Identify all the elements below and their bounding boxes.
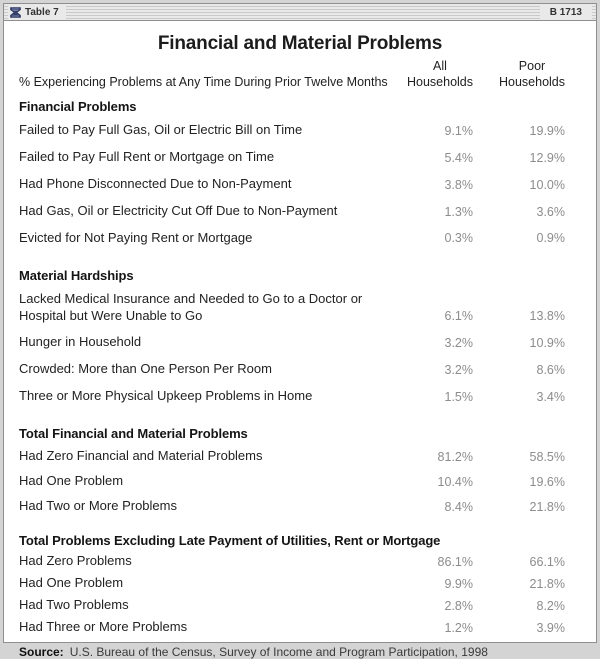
value-poor-households: 0.9% bbox=[536, 231, 566, 246]
row-label: Had Phone Disconnected Due to Non-Paymen… bbox=[19, 176, 292, 192]
row-label: Had Three or More Problems bbox=[19, 619, 188, 634]
row-label: Had Two or More Problems bbox=[19, 497, 177, 513]
row-label: Failed to Pay Full Rent or Mortgage on T… bbox=[19, 149, 275, 165]
value-all-households: 5.4% bbox=[444, 150, 474, 165]
value-all-households: 0.3% bbox=[444, 231, 474, 246]
table-row: Three or More Physical Upkeep Problems i… bbox=[19, 383, 581, 410]
value-all-households: 1.5% bbox=[444, 389, 474, 404]
titlebar-table-label: Table 7 bbox=[25, 6, 59, 18]
table-row: Had Two Problems 2.8% 8.2% bbox=[19, 595, 581, 617]
row-label: Had Zero Problems bbox=[19, 553, 132, 569]
row-label: Had One Problem bbox=[19, 575, 124, 591]
value-poor-households: 10.0% bbox=[529, 177, 565, 192]
value-all-households: 2.8% bbox=[444, 598, 474, 613]
section-heading: Total Financial and Material Problems bbox=[19, 426, 248, 442]
table-row: Had Zero Financial and Material Problems… bbox=[19, 444, 581, 469]
value-all-households: 3.2% bbox=[444, 363, 474, 378]
value-poor-households: 21.8% bbox=[529, 499, 565, 514]
value-all-households: 9.9% bbox=[444, 576, 474, 591]
section-heading: Material Hardships bbox=[19, 267, 134, 283]
value-poor-households: 3.6% bbox=[536, 204, 566, 219]
table-row: Evicted for Not Paying Rent or Mortgage 0… bbox=[19, 225, 581, 252]
row-label: Had Two Problems bbox=[19, 597, 129, 613]
column-header-poor-households: Poor Households bbox=[498, 59, 565, 89]
value-all-households: 1.3% bbox=[444, 204, 474, 219]
row-label: Evicted for Not Paying Rent or Mortgage bbox=[19, 229, 253, 245]
table-row: Had One Problem 9.9% 21.8% bbox=[19, 573, 581, 595]
table-row: Had One Problem 10.4% 19.6% bbox=[19, 469, 581, 494]
table-row: Failed to Pay Full Rent or Mortgage on T… bbox=[19, 144, 581, 171]
value-all-households: 8.4% bbox=[444, 499, 474, 514]
value-poor-households: 8.2% bbox=[536, 598, 566, 613]
table-row: Had Three or More Problems 1.2% 3.9% bbox=[19, 617, 581, 639]
window-titlebar[interactable]: Table 7 B 1713 bbox=[4, 4, 596, 21]
value-poor-households: 3.4% bbox=[536, 389, 566, 404]
section-heading: Total Problems Excluding Late Payment of… bbox=[19, 532, 441, 548]
table-row: Had Gas, Oil or Electricity Cut Off Due … bbox=[19, 198, 581, 225]
row-label: Three or More Physical Upkeep Problems i… bbox=[19, 388, 313, 404]
value-all-households: 6.1% bbox=[444, 309, 474, 324]
table-section: Total Problems Excluding Late Payment of… bbox=[19, 533, 581, 639]
value-all-households: 86.1% bbox=[437, 554, 473, 569]
table-sections: Financial Problems Failed to Pay Full Gas… bbox=[19, 99, 581, 638]
section-heading: Financial Problems bbox=[19, 99, 137, 115]
hourglass-ornament-icon bbox=[10, 6, 21, 18]
value-all-households: 3.2% bbox=[444, 336, 474, 351]
value-poor-households: 19.9% bbox=[529, 123, 565, 138]
table-row: Had Phone Disconnected Due to Non-Paymen… bbox=[19, 171, 581, 198]
table-row: Lacked Medical Insurance and Needed to G… bbox=[19, 286, 581, 330]
table-section: Total Financial and Material Problems Had… bbox=[19, 426, 581, 519]
table-section: Material Hardships Lacked Medical Insuran… bbox=[19, 268, 581, 410]
source-label: Source: bbox=[19, 645, 64, 659]
table-row: Crowded: More than One Person Per Room 3.… bbox=[19, 356, 581, 383]
table-row: Had Zero Problems 86.1% 66.1% bbox=[19, 551, 581, 573]
titlebar-left-group: Table 7 bbox=[8, 5, 66, 19]
value-poor-households: 8.6% bbox=[536, 363, 566, 378]
table-row: Had Two or More Problems 8.4% 21.8% bbox=[19, 494, 581, 519]
table-section: Financial Problems Failed to Pay Full Gas… bbox=[19, 99, 581, 251]
row-label: Failed to Pay Full Gas, Oil or Electric … bbox=[19, 122, 303, 138]
value-poor-households: 19.6% bbox=[529, 474, 565, 489]
column-header-all-households: All Households bbox=[406, 59, 473, 89]
row-label: Hunger in Household bbox=[19, 334, 142, 350]
titlebar-page-ref: B 1713 bbox=[539, 5, 592, 19]
value-all-households: 3.8% bbox=[444, 177, 474, 192]
value-poor-households: 58.5% bbox=[529, 449, 565, 464]
value-poor-households: 13.8% bbox=[529, 309, 565, 324]
table-content: Financial and Material Problems % Experi… bbox=[4, 33, 596, 659]
stub-column-header: % Experiencing Problems at Any Time Duri… bbox=[19, 75, 388, 90]
row-label: Had Zero Financial and Material Problems bbox=[19, 448, 263, 464]
value-all-households: 10.4% bbox=[437, 474, 473, 489]
value-poor-households: 66.1% bbox=[529, 554, 565, 569]
value-poor-households: 21.8% bbox=[529, 576, 565, 591]
value-poor-households: 10.9% bbox=[529, 336, 565, 351]
table-row: Hunger in Household 3.2% 10.9% bbox=[19, 329, 581, 356]
value-all-households: 9.1% bbox=[444, 123, 474, 138]
column-header-row: % Experiencing Problems at Any Time Duri… bbox=[19, 59, 581, 90]
source-text: U.S. Bureau of the Census, Survey of Inc… bbox=[69, 645, 488, 659]
row-label: Had Gas, Oil or Electricity Cut Off Due … bbox=[19, 202, 338, 218]
value-poor-households: 12.9% bbox=[529, 150, 565, 165]
source-line: Source: U.S. Bureau of the Census, Survey… bbox=[19, 645, 581, 659]
row-label: Lacked Medical Insurance and Needed to G… bbox=[19, 290, 363, 323]
table-row: Failed to Pay Full Gas, Oil or Electric … bbox=[19, 117, 581, 144]
table-page-window: Table 7 B 1713 Financial and Material Pr… bbox=[3, 3, 597, 659]
value-all-households: 81.2% bbox=[437, 449, 473, 464]
value-all-households: 1.2% bbox=[444, 620, 474, 635]
row-label: Crowded: More than One Person Per Room bbox=[19, 361, 272, 377]
row-label: Had One Problem bbox=[19, 473, 124, 489]
value-poor-households: 3.9% bbox=[536, 620, 566, 635]
page-title: Financial and Material Problems bbox=[157, 33, 443, 54]
